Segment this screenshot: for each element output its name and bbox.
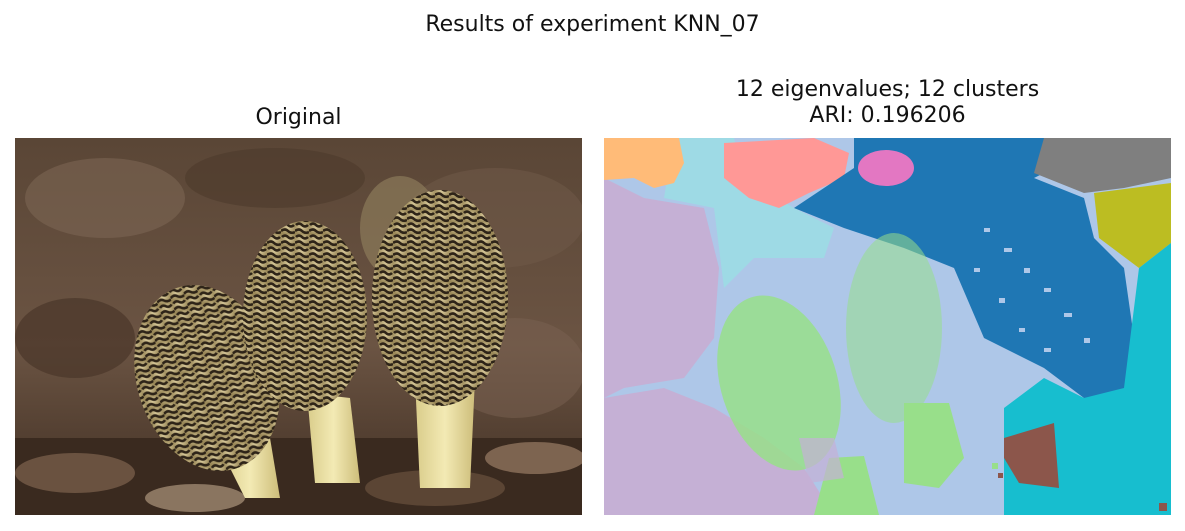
right-panel-title-line1: 12 eigenvalues; 12 clusters xyxy=(735,77,1040,102)
right-panel-title: 12 eigenvalues; 12 clusters ARI: 0.19620… xyxy=(604,77,1171,129)
original-image-svg xyxy=(15,138,582,515)
right-panel-title-line2: ARI: 0.196206 xyxy=(809,103,966,128)
left-panel-title-text: Original xyxy=(255,105,342,130)
segmentation-image xyxy=(604,138,1171,515)
figure-title: Results of experiment KNN_07 xyxy=(425,12,760,37)
left-panel-title: Original xyxy=(15,105,582,131)
segmentation-image-svg xyxy=(604,138,1171,515)
original-image xyxy=(15,138,582,515)
